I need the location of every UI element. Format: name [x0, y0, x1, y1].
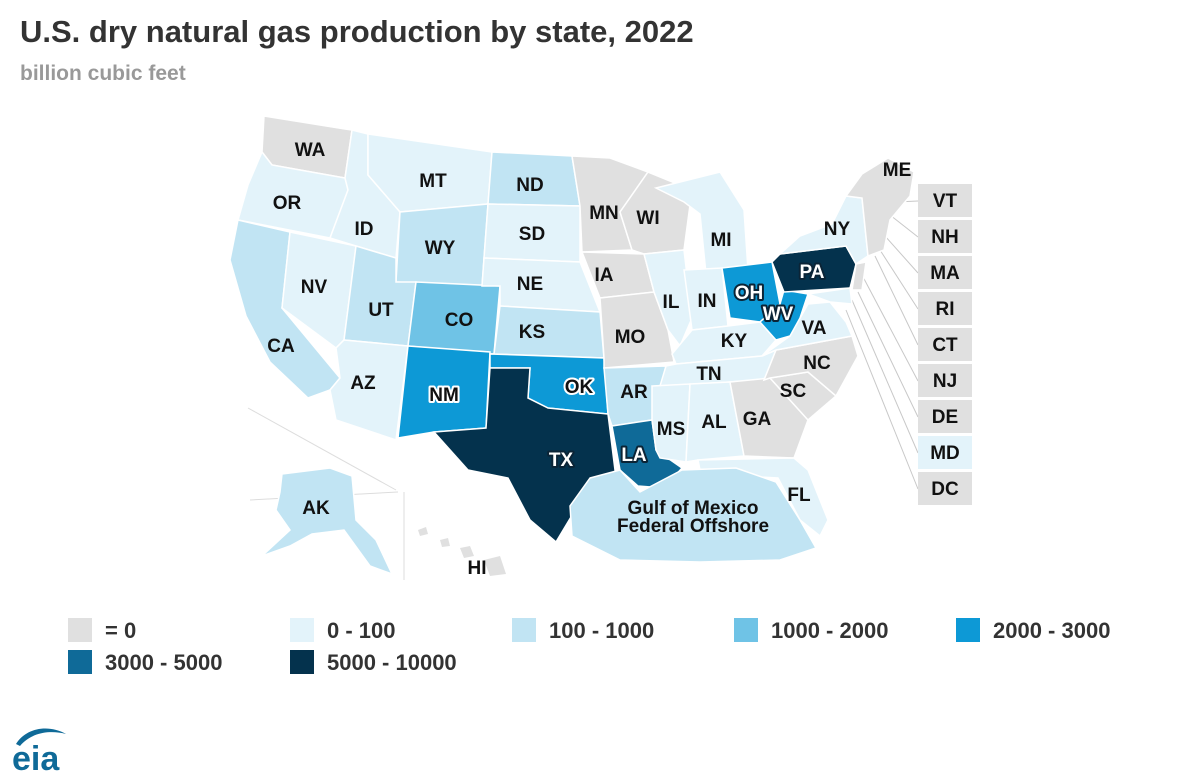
label-KS: KS — [519, 322, 545, 343]
label-SD: SD — [519, 224, 545, 245]
label-ID: ID — [355, 219, 374, 240]
small-state-boxes — [918, 184, 972, 505]
label-NM: NM — [429, 385, 459, 406]
label-MA: MA — [930, 263, 960, 284]
label-KY: KY — [721, 331, 748, 352]
state-GA[interactable] — [729, 377, 809, 459]
state-TX[interactable] — [432, 367, 617, 544]
label-AL: AL — [701, 412, 727, 433]
legend-label: 0 - 100 — [327, 618, 396, 643]
label-CO: CO — [445, 310, 474, 331]
state-IA[interactable] — [580, 251, 655, 299]
label-CT: CT — [932, 335, 958, 356]
label-OK: OK — [565, 377, 594, 398]
label-AK: AK — [302, 498, 330, 519]
label-gulf-line1: Gulf of Mexico — [628, 498, 759, 519]
legend-label: 5000 - 10000 — [327, 650, 457, 675]
label-AR: AR — [620, 382, 648, 403]
legend-swatch — [512, 618, 536, 642]
label-IA: IA — [595, 265, 614, 286]
box-CT[interactable] — [918, 328, 972, 361]
legend-swatch — [956, 618, 980, 642]
state-MD[interactable] — [807, 287, 853, 305]
state-NJ[interactable] — [851, 261, 867, 291]
state-KS[interactable] — [493, 305, 605, 359]
legend-swatch — [734, 618, 758, 642]
state-NE-REGION[interactable] — [844, 157, 915, 258]
label-NV: NV — [301, 277, 328, 298]
us-state-map: WA OR CA NV ID MT WY UT AZ CO NM ND SD N… — [229, 115, 972, 580]
box-DC[interactable] — [918, 472, 972, 505]
state-AL[interactable] — [685, 381, 745, 463]
legend-label: 100 - 1000 — [549, 618, 655, 643]
label-NC: NC — [803, 353, 831, 374]
label-OR: OR — [273, 193, 302, 214]
label-LA: LA — [621, 445, 647, 466]
legend-label: 2000 - 3000 — [993, 618, 1111, 643]
label-NH: NH — [931, 227, 958, 248]
legend-swatch — [68, 650, 92, 674]
label-HI: HI — [468, 558, 487, 579]
label-IN: IN — [698, 291, 717, 312]
label-FL: FL — [787, 485, 811, 506]
label-ME: ME — [883, 160, 912, 181]
label-WA: WA — [295, 140, 326, 161]
label-MD: MD — [930, 443, 960, 464]
label-UT: UT — [368, 300, 394, 321]
label-VA: VA — [802, 318, 827, 339]
label-gulf-line2: Federal Offshore — [617, 516, 769, 537]
region-gulf-offshore[interactable] — [569, 467, 818, 563]
label-MT: MT — [419, 171, 447, 192]
label-TX: TX — [549, 450, 574, 471]
label-AZ: AZ — [350, 373, 376, 394]
label-NY: NY — [824, 219, 851, 240]
label-NJ: NJ — [933, 371, 957, 392]
box-MD[interactable] — [918, 436, 972, 469]
logo-swoosh — [16, 728, 66, 746]
map-subtitle: billion cubic feet — [20, 62, 186, 85]
label-PA: PA — [800, 262, 825, 283]
state-WV[interactable] — [758, 289, 809, 341]
label-MO: MO — [615, 327, 646, 348]
eia-logo: eia — [12, 728, 66, 774]
legend-swatch — [290, 618, 314, 642]
label-SC: SC — [780, 381, 807, 402]
label-ND: ND — [516, 175, 543, 196]
box-NJ[interactable] — [918, 364, 972, 397]
box-RI[interactable] — [918, 292, 972, 325]
legend-swatch — [290, 650, 314, 674]
label-DE: DE — [932, 407, 958, 428]
label-GA: GA — [743, 409, 772, 430]
label-WY: WY — [425, 238, 456, 259]
label-RI: RI — [936, 299, 955, 320]
legend-label: = 0 — [105, 618, 137, 643]
legend-swatch — [68, 618, 92, 642]
state-labels: WA OR CA NV ID MT WY UT AZ CO NM ND SD N… — [267, 140, 960, 579]
label-MS: MS — [657, 419, 686, 440]
label-WV: WV — [763, 304, 794, 325]
state-HI[interactable] — [418, 527, 506, 576]
label-MI: MI — [710, 230, 731, 251]
label-CA: CA — [267, 336, 295, 357]
box-NH[interactable] — [918, 220, 972, 253]
box-VT[interactable] — [918, 184, 972, 217]
state-AK[interactable] — [261, 467, 394, 576]
label-VT: VT — [933, 191, 958, 212]
label-DC: DC — [931, 479, 959, 500]
leader-lines — [845, 200, 919, 490]
label-OH: OH — [735, 283, 764, 304]
logo-text: eia — [12, 740, 60, 774]
legend: = 0 0 - 100 100 - 1000 1000 - 2000 2000 … — [68, 618, 1188, 678]
label-WI: WI — [636, 208, 659, 229]
label-IL: IL — [663, 292, 680, 313]
legend-label: 1000 - 2000 — [771, 618, 889, 643]
legend-label: 3000 - 5000 — [105, 650, 223, 675]
box-DE[interactable] — [918, 400, 972, 433]
map-title: U.S. dry natural gas production by state… — [20, 14, 694, 49]
box-MA[interactable] — [918, 256, 972, 289]
label-TN: TN — [696, 364, 721, 385]
label-MN: MN — [589, 203, 619, 224]
label-NE: NE — [517, 274, 543, 295]
